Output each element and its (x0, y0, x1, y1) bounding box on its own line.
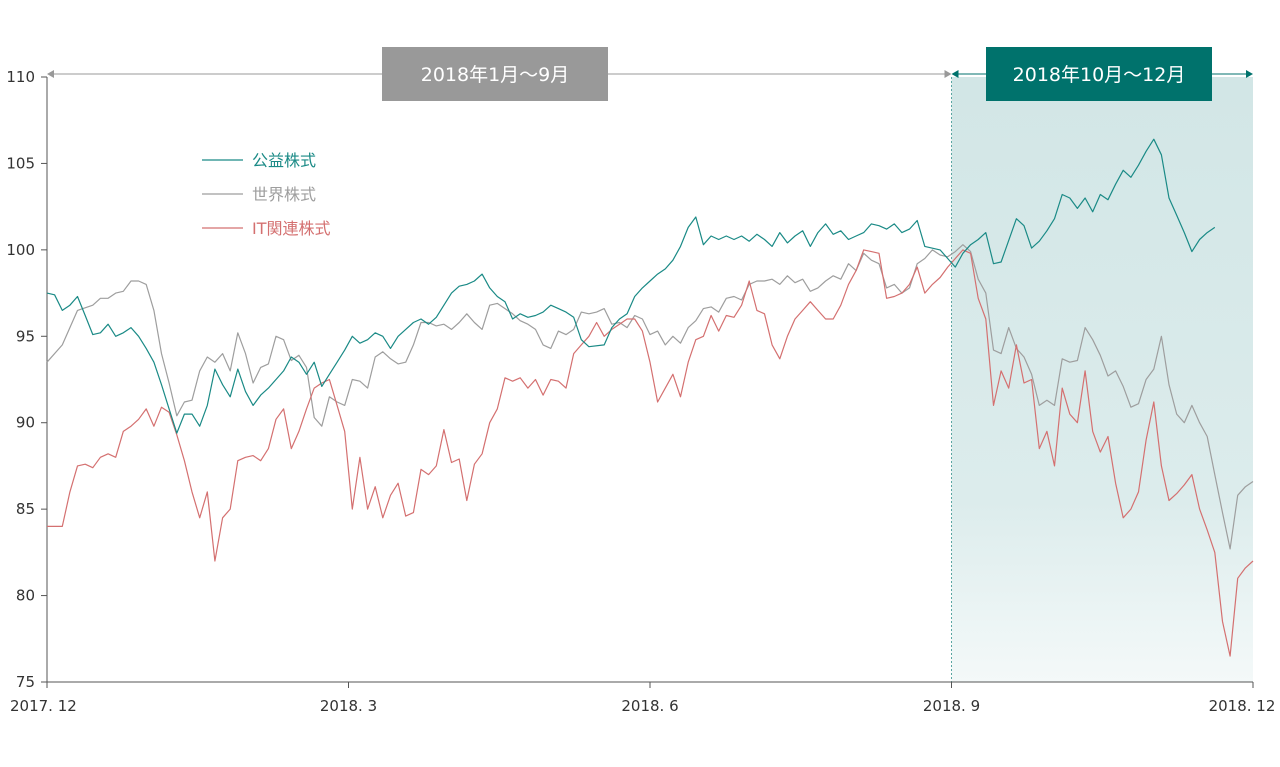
legend-label: IT関連株式 (252, 219, 331, 238)
x-tick-label: 2018. 3 (320, 697, 377, 715)
period-label-box (986, 47, 1212, 101)
y-tick-label: 110 (6, 68, 35, 86)
x-tick-label: 2017. 12 (10, 697, 77, 715)
y-tick-label: 100 (6, 241, 35, 259)
y-tick-label: 85 (16, 500, 35, 518)
period-label-box (382, 47, 608, 101)
period-label: 2018年1月〜9月 (421, 64, 570, 86)
series-line-1 (46, 244, 1254, 550)
y-tick-label: 95 (16, 327, 35, 345)
period-arrow-right-head (944, 70, 952, 78)
forecast-period-shading (951, 77, 1253, 682)
series-line-0 (46, 138, 1216, 434)
y-tick-label: 105 (6, 154, 35, 172)
period-annotations: 2018年1月〜9月 2018年10月〜12月 (47, 47, 1253, 101)
y-tick-label: 80 (16, 587, 35, 605)
period-arrow-left-head (47, 70, 54, 78)
shaded-period-area (951, 77, 1253, 682)
period-label: 2018年10月〜12月 (1013, 64, 1186, 86)
series-line-2 (47, 249, 1254, 657)
y-tick-label: 90 (16, 414, 35, 432)
chart-axes: 75 80 85 90 95 100 105 110 2017. 12 2018. 3 2018. … (6, 68, 1275, 715)
legend-label: 公益株式 (252, 151, 316, 170)
chart-series (46, 138, 1254, 657)
period-arrow-left-head (951, 70, 959, 78)
legend-label: 世界株式 (252, 185, 316, 204)
x-tick-label: 2018. 6 (621, 697, 678, 715)
period-arrow-right-head (1246, 70, 1253, 78)
x-tick-label: 2018. 12 (1209, 697, 1276, 715)
x-tick-label: 2018. 9 (923, 697, 980, 715)
y-tick-label: 75 (16, 673, 35, 691)
